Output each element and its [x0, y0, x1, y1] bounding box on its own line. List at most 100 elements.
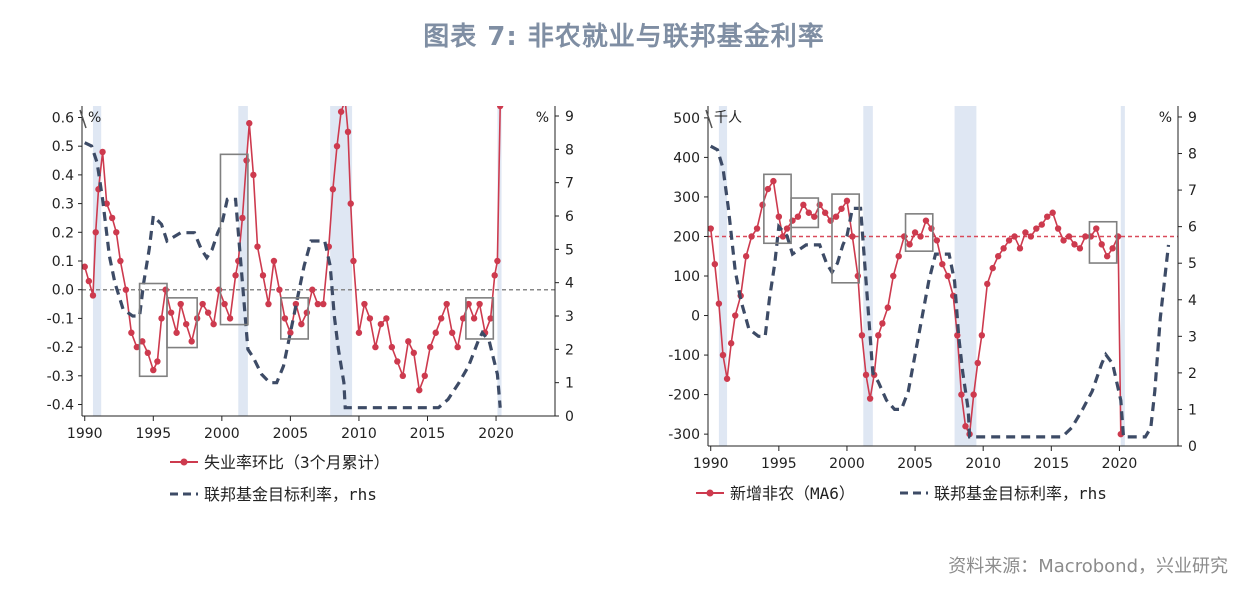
data-point — [250, 171, 257, 179]
data-point — [911, 229, 919, 236]
legend-right-series1: 新增非农（MA6） — [730, 484, 855, 503]
data-point — [962, 423, 969, 430]
data-point — [954, 332, 961, 339]
x-tick-label: 2000 — [204, 426, 240, 442]
data-point — [99, 148, 106, 156]
x-tick-label: 2000 — [829, 456, 865, 472]
plot-area — [82, 106, 504, 410]
left-tick-label: 0.1 — [52, 254, 74, 270]
left-tick-label: 200 — [673, 229, 700, 245]
data-point — [770, 177, 777, 185]
data-point — [303, 309, 311, 316]
data-point — [978, 332, 986, 339]
x-tick-label: 2020 — [478, 426, 514, 442]
highlight-box — [166, 297, 198, 349]
data-point — [1011, 233, 1018, 240]
plot-area — [708, 144, 1171, 439]
data-point — [1065, 233, 1073, 240]
x-tick-label: 2015 — [410, 426, 446, 442]
source-note: 资料来源：Macrobond，兴业研究 — [948, 556, 1228, 577]
data-point — [122, 286, 130, 293]
data-point — [970, 391, 977, 398]
data-point — [1038, 221, 1045, 228]
right-tick-label: 9 — [1188, 110, 1197, 126]
data-point — [333, 142, 341, 150]
highlight-box — [219, 153, 249, 326]
data-point — [1000, 245, 1007, 252]
data-point — [344, 128, 352, 136]
series-main-line — [83, 106, 501, 394]
data-point — [764, 185, 772, 193]
data-point — [849, 233, 856, 240]
data-point — [350, 257, 357, 265]
recession-band — [718, 106, 728, 446]
left-tick-label: -0.1 — [47, 311, 74, 327]
data-point — [188, 338, 195, 345]
data-point — [890, 272, 897, 280]
data-point — [221, 300, 228, 308]
data-point — [1082, 233, 1089, 240]
legend-left-series2: 联邦基金目标利率，rhs — [204, 485, 377, 504]
data-point — [753, 225, 761, 232]
data-point — [879, 320, 886, 327]
left-tick-label: -0.3 — [47, 369, 74, 385]
x-tick-label: 2010 — [341, 426, 377, 442]
data-point — [816, 201, 823, 209]
data-point — [821, 209, 829, 216]
right-tick-label: 2 — [1188, 366, 1197, 382]
data-point — [210, 320, 217, 328]
data-point — [320, 300, 327, 308]
data-point — [329, 186, 337, 193]
highlight-box — [138, 282, 168, 378]
recession-band — [238, 106, 248, 416]
data-point — [443, 300, 450, 308]
left-tick-label: 0.6 — [52, 110, 74, 126]
data-point — [783, 225, 791, 232]
data-point — [1027, 233, 1035, 240]
left-tick-label: 0.4 — [52, 168, 74, 184]
x-tick-label: 1990 — [693, 456, 729, 472]
data-point — [465, 300, 472, 308]
data-point — [906, 241, 913, 248]
data-point — [1005, 237, 1013, 244]
chart-payrolls: 500 400 300 200 100 0 -100 -200 -300 9 8 7 6 5 4 3 2 1 0 19… — [668, 106, 1197, 472]
data-point — [1093, 225, 1100, 232]
right-tick-label: 9 — [565, 109, 574, 125]
data-point — [139, 338, 146, 345]
highlight-box — [904, 213, 934, 252]
data-point — [427, 343, 434, 351]
data-point — [1054, 225, 1062, 232]
right-tick-label: 0 — [1188, 439, 1197, 455]
right-tick-label: 8 — [565, 142, 574, 158]
data-point — [314, 300, 322, 308]
highlight-box — [790, 197, 820, 229]
left-tick-label: 500 — [673, 111, 700, 127]
highlight-box — [831, 193, 861, 284]
right-tick-label: 3 — [1188, 329, 1197, 345]
right-tick-label: 7 — [1188, 183, 1197, 199]
data-point — [82, 263, 88, 270]
legend-left-series1: 失业率环比（3个月累计） — [204, 453, 390, 472]
data-point — [789, 217, 796, 224]
data-point — [246, 120, 253, 127]
left-tick-label: 100 — [673, 269, 700, 285]
data-point — [150, 366, 157, 374]
data-point — [133, 343, 141, 351]
data-point — [742, 253, 750, 260]
data-point — [177, 300, 184, 308]
data-point — [394, 358, 401, 365]
data-point — [895, 253, 902, 260]
left-unit-label: 千人 — [714, 110, 742, 126]
data-point — [232, 272, 239, 279]
right-tick-label: 3 — [565, 309, 574, 325]
data-point — [989, 264, 996, 272]
recession-band — [92, 106, 102, 416]
recession-band — [863, 106, 873, 446]
right-tick-label: 5 — [1188, 256, 1197, 272]
right-tick-label: 2 — [565, 342, 574, 358]
data-point — [727, 340, 735, 347]
data-point — [933, 237, 941, 244]
x-tick-label: 1990 — [67, 426, 103, 442]
data-point — [1076, 245, 1084, 252]
